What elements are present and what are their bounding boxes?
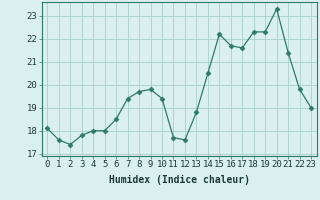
X-axis label: Humidex (Indice chaleur): Humidex (Indice chaleur) <box>109 175 250 185</box>
